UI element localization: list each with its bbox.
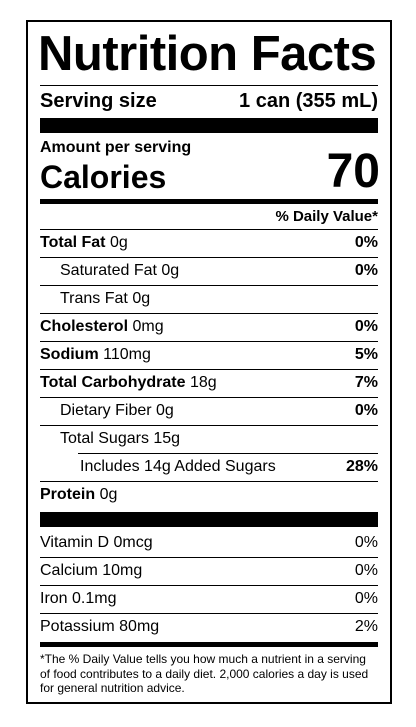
nutrient-name: Sodium (40, 346, 99, 363)
vitamin-name: Calcium 10mg (40, 562, 143, 579)
vitamin-dv: 2% (354, 618, 378, 635)
vitamin-name: Iron 0.1mg (40, 590, 117, 607)
thick-divider (40, 118, 378, 133)
nutrient-amount: 0g (109, 234, 128, 251)
nutrient-name: Total Fat (40, 234, 106, 251)
thick-divider (40, 512, 378, 527)
divider (40, 397, 378, 398)
nutrient-dv: 0% (354, 234, 378, 251)
divider (40, 613, 378, 614)
nutrient-row-total-sugars: Total Sugars 15g (40, 430, 378, 448)
nutrient-name: Protein (40, 486, 96, 503)
nutrient-row-added-sugars: Includes 14g Added Sugars 28% (40, 458, 378, 476)
nutrient-dv: 0% (354, 262, 378, 279)
divider (40, 369, 378, 370)
nutrient-dv: 0% (354, 402, 378, 419)
divider (40, 313, 378, 314)
nutrient-name: Total Carbohydrate (40, 374, 186, 391)
daily-value-footnote: *The % Daily Value tells you how much a … (40, 652, 369, 695)
nutrient-name: Total Sugars 15g (60, 430, 181, 447)
nutrient-amount: 0g (99, 486, 118, 503)
divider (40, 585, 378, 586)
divider (40, 85, 378, 86)
nutrient-dv: 0% (354, 318, 378, 335)
vitamin-dv: 0% (354, 562, 378, 579)
nutrient-dv: 7% (354, 374, 378, 391)
serving-size-value: 1 can (355 mL) (239, 90, 378, 112)
nutrient-name: Cholesterol (40, 318, 129, 335)
nutrient-row-saturated-fat: Saturated Fat 0g 0% (40, 262, 378, 280)
label-title: Nutrition Facts (38, 27, 377, 81)
nutrient-amount: 0mg (132, 318, 164, 335)
vitamin-row-calcium: Calcium 10mg 0% (40, 562, 378, 580)
divider (40, 425, 378, 426)
serving-size-row: Serving size 1 can (355 mL) (40, 90, 378, 113)
nutrient-row-sodium: Sodium 110mg 5% (40, 346, 378, 364)
nutrient-row-protein: Protein 0g (40, 486, 378, 504)
nutrient-row-total-carbohydrate: Total Carbohydrate 18g 7% (40, 374, 378, 392)
nutrient-name: Dietary Fiber 0g (60, 402, 174, 419)
nutrition-facts-label: Nutrition Facts Serving size 1 can (355 … (26, 20, 392, 704)
vitamin-dv: 0% (354, 590, 378, 607)
nutrient-row-trans-fat: Trans Fat 0g (40, 290, 378, 308)
nutrient-name: Includes 14g Added Sugars (80, 458, 276, 475)
daily-value-header: % Daily Value* (275, 208, 378, 225)
medium-divider (40, 642, 378, 647)
calories-value: 70 (326, 145, 380, 198)
calories-label: Calories (40, 159, 167, 195)
medium-divider (40, 199, 378, 204)
divider (40, 285, 378, 286)
nutrient-dv: 28% (345, 458, 378, 475)
amount-per-serving: Amount per serving (40, 139, 192, 156)
nutrient-name: Trans Fat 0g (60, 290, 151, 307)
divider (40, 229, 378, 230)
vitamin-name: Vitamin D 0mcg (40, 534, 153, 551)
vitamin-row-vitamin-d: Vitamin D 0mcg 0% (40, 534, 378, 552)
nutrient-row-total-fat: Total Fat 0g 0% (40, 234, 378, 252)
divider (40, 481, 378, 482)
divider (40, 257, 378, 258)
nutrient-amount: 110mg (103, 346, 151, 363)
divider (40, 341, 378, 342)
serving-size-label: Serving size (40, 90, 157, 112)
nutrient-name: Saturated Fat 0g (60, 262, 180, 279)
vitamin-row-iron: Iron 0.1mg 0% (40, 590, 378, 608)
divider (78, 453, 378, 454)
nutrient-amount: 18g (189, 374, 217, 391)
vitamin-row-potassium: Potassium 80mg 2% (40, 618, 378, 636)
vitamin-dv: 0% (354, 534, 378, 551)
nutrient-dv: 5% (354, 346, 378, 363)
divider (40, 557, 378, 558)
vitamin-name: Potassium 80mg (40, 618, 160, 635)
nutrient-row-cholesterol: Cholesterol 0mg 0% (40, 318, 378, 336)
nutrient-row-dietary-fiber: Dietary Fiber 0g 0% (40, 402, 378, 420)
